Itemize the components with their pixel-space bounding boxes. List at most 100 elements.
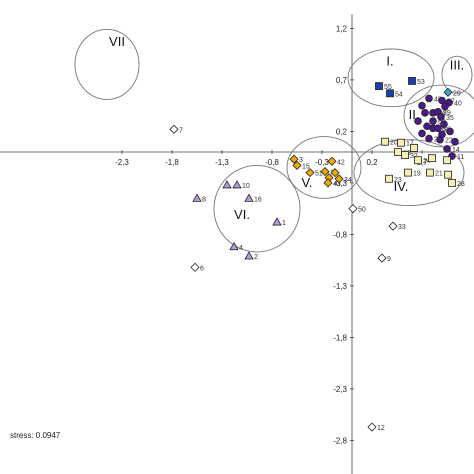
point-circle (425, 134, 433, 143)
point-label: 33 (398, 224, 406, 231)
point-label: 42 (337, 159, 345, 166)
group-label: VI. (234, 207, 250, 222)
point-square (381, 137, 389, 146)
point-circle (451, 137, 459, 146)
point-label: 1 (282, 220, 286, 227)
point-label: 43 (333, 181, 341, 188)
y-tick-label: -1,8 (333, 333, 347, 342)
point-diamond (320, 167, 330, 177)
x-tick-label: -0,3 (315, 158, 329, 167)
point-label: 20 (390, 140, 398, 147)
group-label: II. (409, 107, 420, 122)
point-triangle (192, 193, 202, 202)
point-label: 24 (423, 158, 431, 165)
point-label: 9 (387, 256, 391, 263)
point-label: 23 (394, 177, 402, 184)
point-label: 34 (344, 177, 352, 184)
data-points: 5554534837405636393560452630272214112920… (169, 77, 465, 432)
point-circle (418, 101, 426, 110)
x-tick-label: 0,2 (366, 158, 378, 167)
axes: -2,3 -1,8 -1,3 -0,8 -0,3 0,2 0,7 1,2 0,7 0,2 -0,3 -… (0, 14, 474, 474)
point-circle (446, 127, 454, 136)
point-circle (438, 130, 446, 139)
point-label: 19 (413, 171, 421, 178)
point-label: 4 (239, 245, 243, 252)
y-tick-label: -1,3 (333, 282, 347, 291)
point-diamond (292, 160, 302, 170)
point-square (401, 151, 409, 159)
point-label: 55 (384, 84, 392, 91)
point-square (410, 143, 418, 152)
point-square (443, 156, 451, 165)
point-square (448, 178, 456, 187)
point-label: 40 (454, 101, 462, 108)
stress-label: stress: 0.0947 (10, 431, 61, 440)
x-tick-label: -1,8 (165, 158, 179, 167)
point-label: 6 (200, 265, 204, 272)
point-label: 8 (202, 196, 206, 203)
x-tick-label: -0,8 (265, 158, 279, 167)
point-label: 39 (443, 110, 451, 117)
group-label: V. (301, 175, 312, 190)
group-label: VII (109, 34, 125, 49)
point-label: 53 (417, 79, 425, 86)
y-tick-label: -0,8 (333, 230, 347, 239)
point-circle (421, 109, 429, 117)
point-diamond (367, 422, 377, 432)
point-circle (429, 117, 437, 125)
point-label: 3 (299, 157, 303, 164)
point-diamond (169, 124, 179, 134)
point-label: 10 (242, 183, 250, 190)
y-tick-label: 0,2 (336, 127, 348, 136)
point-triangle (222, 180, 232, 189)
point-square (414, 156, 422, 165)
point-label: 32 (410, 153, 418, 160)
point-circle (441, 102, 449, 111)
point-circle (438, 96, 446, 105)
point-triangle (229, 241, 239, 251)
point-diamond (190, 262, 200, 272)
group-ellipse (353, 139, 465, 207)
point-diamond (377, 253, 387, 263)
point-triangle (232, 180, 242, 189)
point-diamond (348, 204, 358, 214)
point-triangle (244, 251, 254, 260)
group-label: III. (450, 58, 464, 73)
group-ellipse (74, 28, 140, 100)
point-label: 21 (435, 171, 443, 178)
point-label: 7 (179, 127, 183, 134)
point-square (386, 89, 394, 98)
point-label: 35 (446, 115, 454, 122)
point-label: 11 (457, 154, 464, 161)
point-square (426, 168, 434, 177)
point-label: 16 (254, 196, 262, 203)
point-square (408, 77, 416, 85)
point-diamond (334, 174, 344, 184)
point-square (394, 148, 402, 156)
group-label: I. (386, 53, 393, 68)
point-diamond (330, 168, 340, 178)
point-label: 12 (377, 425, 385, 432)
y-tick-label: 1,2 (336, 24, 348, 33)
point-square (397, 138, 405, 147)
point-circle (443, 145, 451, 153)
group-ellipse (213, 164, 301, 253)
point-circle (434, 124, 442, 133)
point-circle (418, 129, 426, 138)
point-label: 22 (445, 138, 453, 145)
point-label: 2 (254, 254, 258, 261)
group-ellipse (441, 55, 473, 94)
group-ellipse (403, 84, 474, 148)
point-triangle (272, 217, 282, 226)
group-label: IV. (394, 179, 409, 194)
point-label: 15 (302, 163, 310, 170)
point-diamond (305, 168, 315, 178)
point-label: 26 (438, 126, 446, 133)
point-square (444, 170, 452, 179)
point-diamond (327, 156, 337, 166)
point-label: 50 (358, 207, 366, 214)
y-tick-label: -0,3 (333, 179, 347, 188)
point-square (375, 82, 383, 90)
group-ellipse (286, 136, 362, 199)
